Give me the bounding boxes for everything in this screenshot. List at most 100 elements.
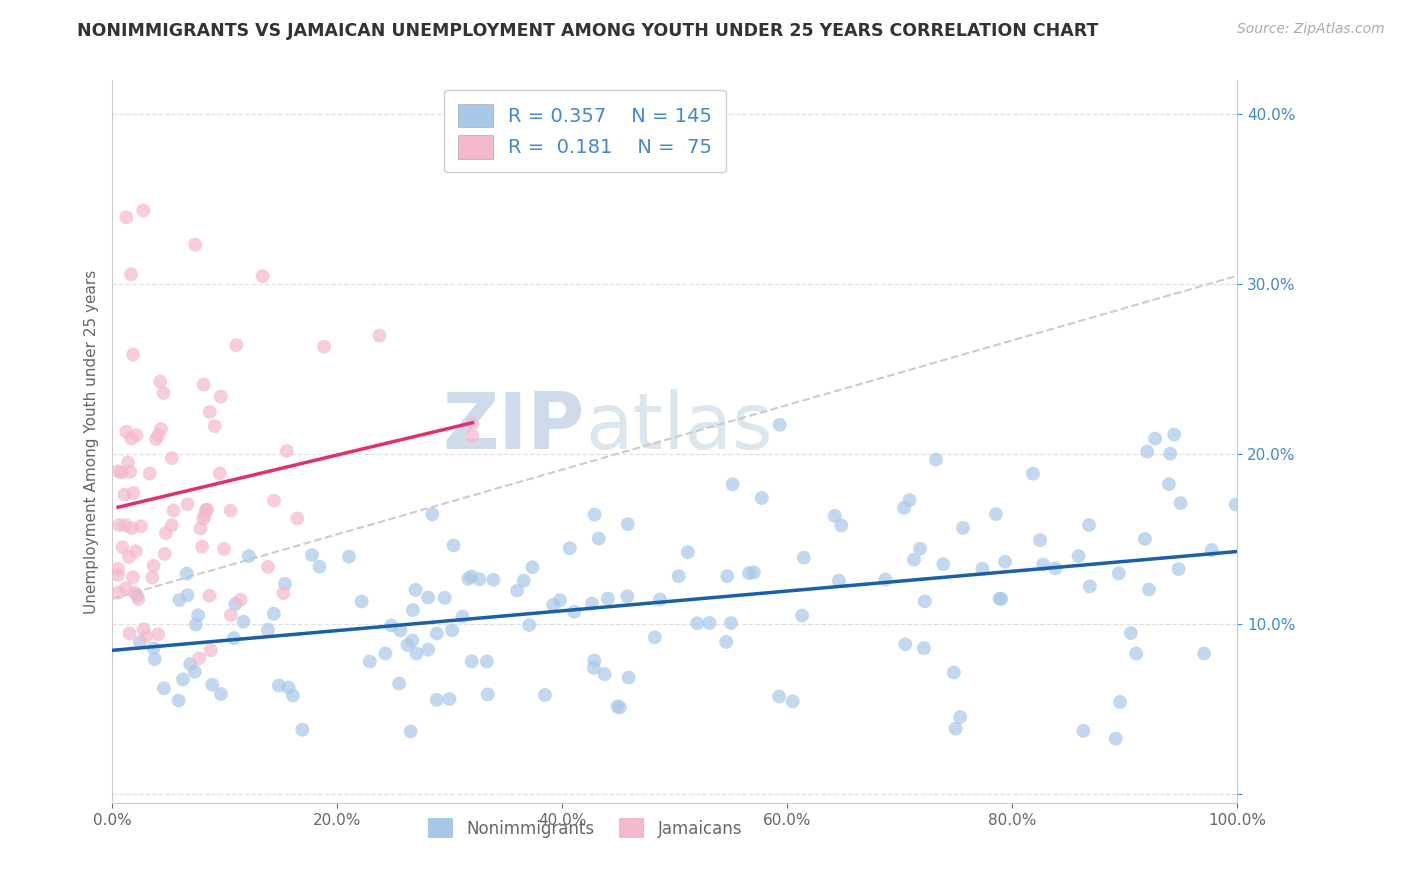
Point — [120, 267, 142, 281]
Point — [188, 651, 211, 665]
Point — [648, 592, 671, 607]
Y-axis label: Unemployment Among Youth under 25 years: Unemployment Among Youth under 25 years — [83, 269, 98, 614]
Point — [121, 570, 143, 584]
Point — [184, 237, 207, 252]
Point — [790, 608, 813, 623]
Point — [285, 511, 308, 525]
Point — [1078, 518, 1101, 533]
Point — [225, 338, 247, 352]
Point — [141, 570, 163, 584]
Point — [405, 647, 427, 661]
Point — [1159, 447, 1181, 461]
Point — [160, 451, 183, 466]
Point — [461, 417, 484, 431]
Point — [420, 508, 443, 522]
Point — [644, 630, 666, 644]
Point — [121, 521, 143, 535]
Point — [617, 671, 640, 685]
Point — [828, 574, 851, 588]
Point — [108, 518, 131, 533]
Point — [1045, 561, 1067, 575]
Point — [184, 617, 207, 632]
Point — [548, 593, 571, 607]
Point — [426, 693, 449, 707]
Point — [617, 517, 640, 532]
Point — [396, 638, 419, 652]
Point — [1157, 477, 1180, 491]
Point — [276, 444, 298, 458]
Point — [350, 594, 373, 608]
Point — [517, 618, 540, 632]
Point — [122, 486, 145, 500]
Point — [990, 591, 1012, 606]
Point — [468, 573, 491, 587]
Point — [212, 541, 235, 556]
Point — [1201, 543, 1223, 558]
Point — [176, 588, 198, 602]
Point — [668, 569, 690, 583]
Point — [143, 652, 166, 666]
Point — [475, 654, 498, 668]
Point — [1125, 647, 1147, 661]
Point — [988, 591, 1011, 606]
Point — [267, 679, 290, 693]
Point — [830, 518, 852, 533]
Point — [200, 643, 222, 657]
Point — [945, 722, 967, 736]
Point — [676, 545, 699, 559]
Point — [506, 583, 529, 598]
Point — [115, 425, 138, 439]
Point — [118, 550, 141, 565]
Point — [433, 591, 456, 605]
Point — [457, 572, 479, 586]
Point — [277, 681, 299, 695]
Point — [263, 493, 285, 508]
Point — [782, 694, 804, 708]
Point — [441, 624, 464, 638]
Point — [1192, 647, 1215, 661]
Point — [132, 203, 155, 218]
Point — [337, 549, 360, 564]
Point — [898, 493, 921, 508]
Legend: Nonimmigrants, Jamaicans: Nonimmigrants, Jamaicans — [420, 812, 749, 845]
Point — [201, 678, 224, 692]
Point — [1225, 498, 1247, 512]
Point — [273, 586, 295, 600]
Point — [314, 340, 336, 354]
Point — [368, 328, 391, 343]
Point — [124, 586, 146, 600]
Point — [127, 592, 149, 607]
Point — [125, 588, 148, 602]
Point — [1133, 532, 1156, 546]
Point — [994, 555, 1017, 569]
Point — [769, 417, 792, 432]
Point — [152, 386, 174, 401]
Point — [460, 569, 482, 583]
Point — [308, 559, 330, 574]
Point — [145, 432, 167, 446]
Point — [219, 608, 242, 623]
Point — [128, 635, 150, 649]
Point — [1032, 558, 1054, 572]
Point — [114, 518, 136, 533]
Point — [132, 622, 155, 636]
Point — [120, 465, 142, 479]
Point — [949, 710, 972, 724]
Point — [193, 512, 215, 526]
Point — [616, 590, 638, 604]
Point — [1067, 549, 1090, 563]
Point — [176, 566, 198, 581]
Point — [914, 594, 936, 608]
Point — [155, 526, 177, 541]
Point — [257, 623, 280, 637]
Point — [114, 488, 136, 502]
Point — [1137, 582, 1160, 597]
Point — [142, 641, 165, 656]
Point — [461, 429, 484, 443]
Point — [1109, 695, 1132, 709]
Point — [716, 569, 738, 583]
Point — [187, 608, 209, 623]
Point — [194, 508, 217, 523]
Point — [596, 591, 619, 606]
Point — [477, 687, 499, 701]
